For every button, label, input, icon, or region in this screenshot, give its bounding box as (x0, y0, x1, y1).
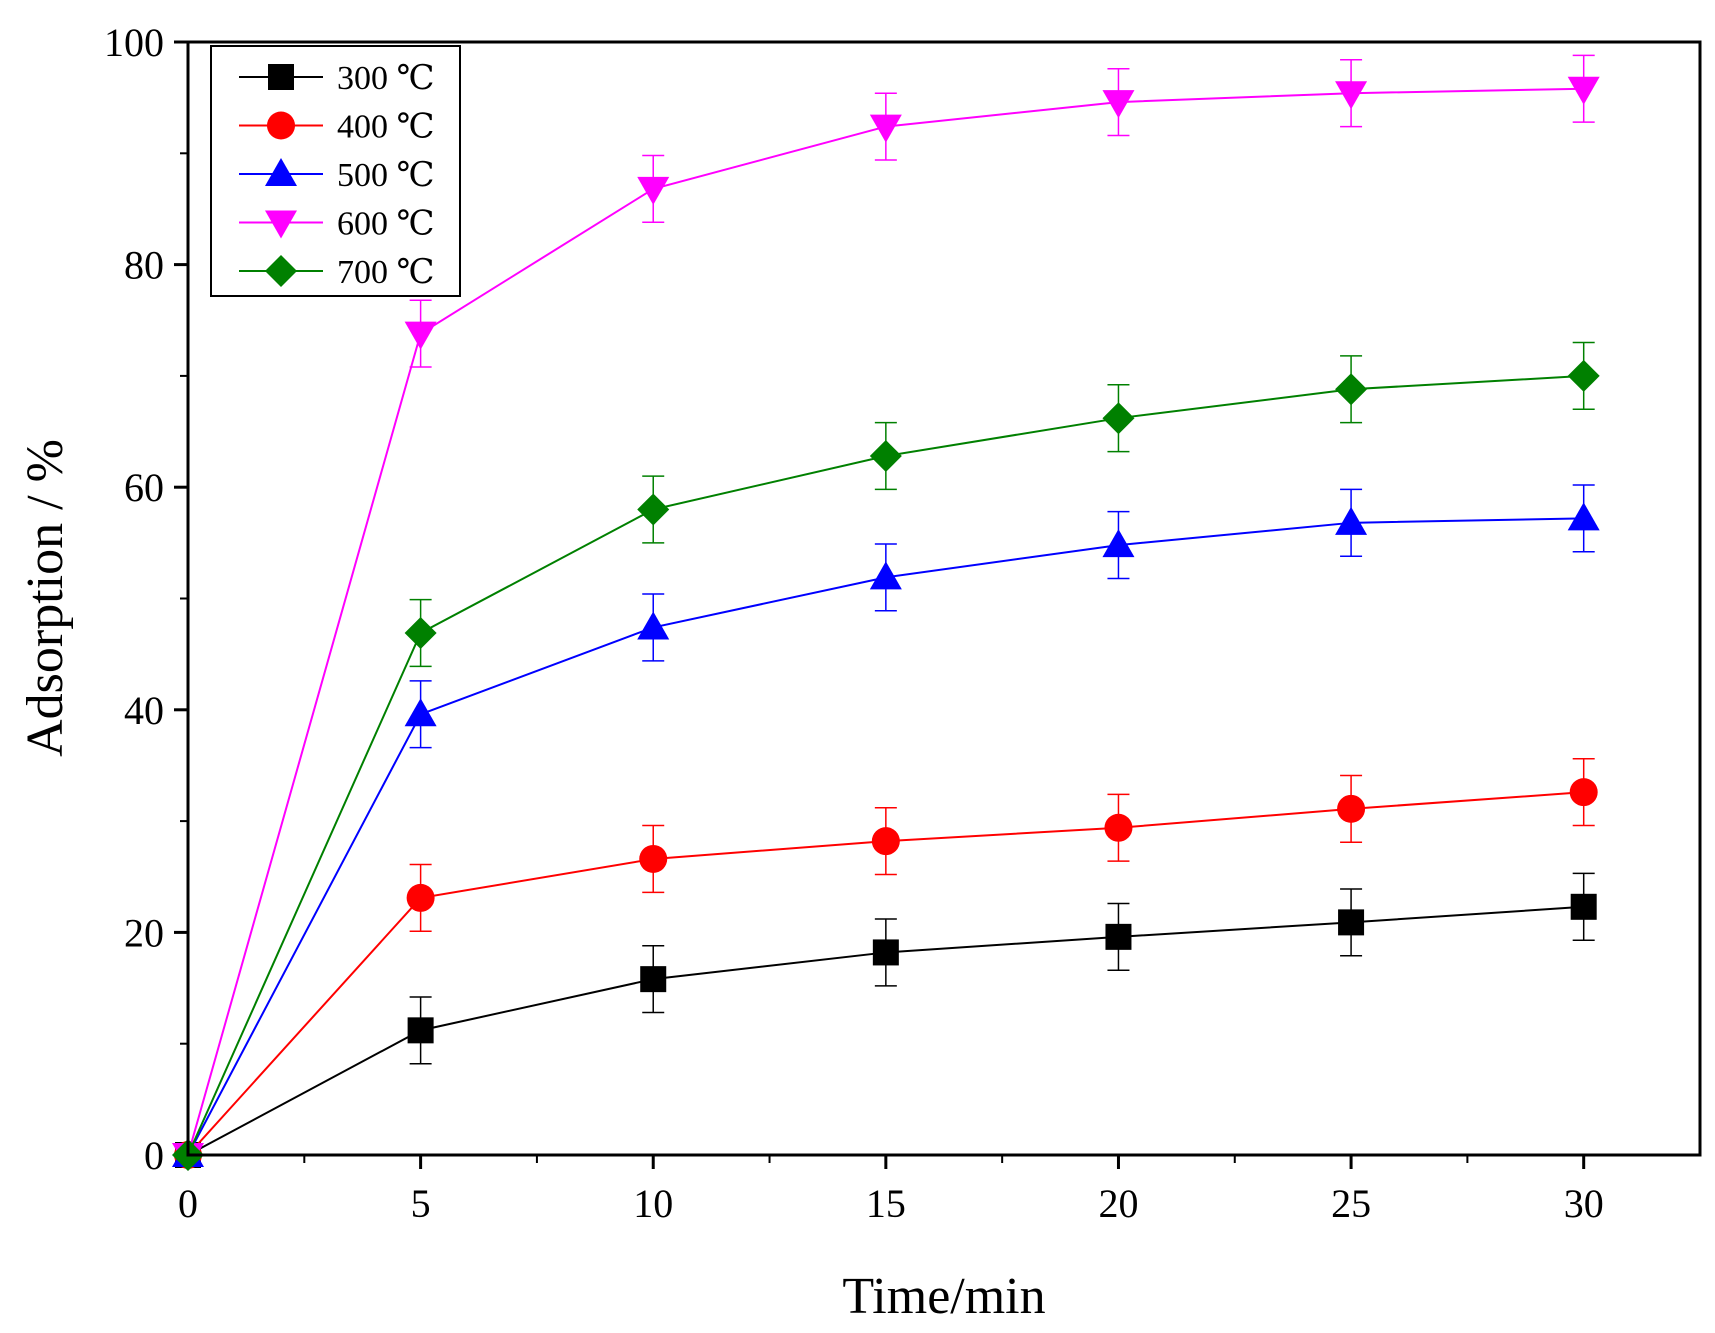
data-point-0-5 (1338, 909, 1365, 936)
data-point-4-2 (637, 493, 670, 526)
x-tick-label-20: 20 (1098, 1181, 1138, 1226)
data-point-0-3 (872, 939, 899, 966)
data-point-2-1 (404, 698, 437, 727)
data-point-2-6 (1567, 502, 1600, 531)
data-point-1-4 (1104, 813, 1133, 842)
x-tick-label-5: 5 (411, 1181, 431, 1226)
legend-label-1: 400 ℃ (337, 109, 435, 146)
legend-label-2: 500 ℃ (337, 157, 435, 194)
series-4 (172, 341, 1600, 1171)
legend-marker-3 (265, 210, 297, 239)
y-tick-label-40: 40 (124, 688, 164, 733)
data-point-1-2 (639, 844, 668, 873)
data-point-3-6 (1567, 76, 1600, 105)
data-point-2-3 (869, 561, 902, 590)
legend-label-3: 600 ℃ (337, 206, 435, 243)
data-point-0-4 (1105, 923, 1132, 950)
x-tick-label-15: 15 (866, 1181, 906, 1226)
legend-marker-0 (268, 64, 294, 90)
y-tick-label-80: 80 (124, 243, 164, 288)
data-point-3-2 (637, 176, 670, 205)
data-point-2-2 (637, 611, 670, 640)
legend-marker-1 (267, 111, 295, 140)
legend-marker-4 (265, 255, 297, 287)
data-point-0-1 (407, 1017, 434, 1044)
data-point-4-1 (404, 617, 437, 650)
x-tick-label-30: 30 (1564, 1181, 1604, 1226)
legend-label-0: 300 ℃ (337, 60, 435, 97)
data-point-3-3 (869, 114, 902, 143)
data-point-3-5 (1335, 81, 1368, 110)
data-point-4-5 (1335, 373, 1368, 406)
data-point-1-1 (406, 883, 435, 912)
data-point-4-6 (1567, 359, 1600, 392)
data-point-2-4 (1102, 529, 1135, 558)
y-tick-label-20: 20 (124, 910, 164, 955)
legend-box (210, 45, 461, 297)
data-point-0-2 (640, 966, 667, 993)
data-point-1-6 (1569, 778, 1598, 807)
y-tick-label-0: 0 (144, 1133, 164, 1178)
data-point-1-5 (1337, 794, 1366, 823)
data-point-2-5 (1335, 506, 1368, 535)
y-tick-label-100: 100 (104, 20, 164, 65)
data-point-0-6 (1570, 893, 1597, 920)
y-axis-title: Adsorption / % (17, 439, 74, 757)
legend-marker-2 (265, 158, 297, 186)
data-point-4-4 (1102, 402, 1135, 435)
legend-label-4: 700 ℃ (337, 254, 435, 291)
x-tick-label-10: 10 (633, 1181, 673, 1226)
x-tick-label-0: 0 (178, 1181, 198, 1226)
data-point-3-4 (1102, 90, 1135, 119)
series-2 (172, 484, 1600, 1167)
data-point-1-3 (871, 827, 900, 856)
plot-frame (186, 40, 1702, 1157)
x-tick-label-25: 25 (1331, 1181, 1371, 1226)
data-point-4-3 (869, 440, 902, 473)
data-point-3-1 (404, 321, 437, 350)
x-axis-title: Time/min (842, 1268, 1045, 1325)
y-tick-label-60: 60 (124, 465, 164, 510)
